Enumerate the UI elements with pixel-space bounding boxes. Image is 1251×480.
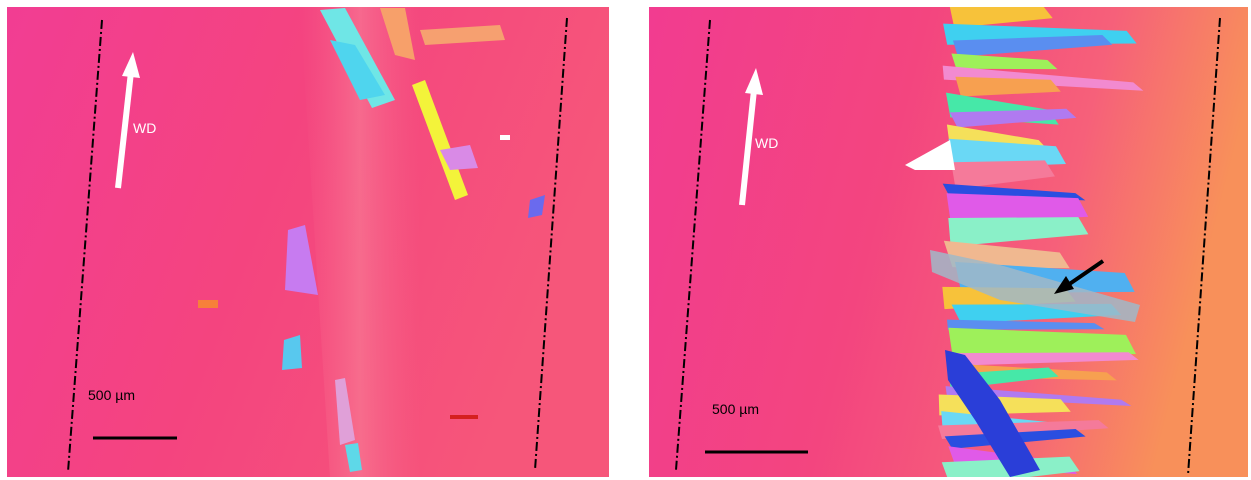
left-panel: WD 500 µm	[7, 7, 609, 477]
right-panel: WD 500 µm	[649, 6, 1248, 480]
scale-label: 500 µm	[88, 387, 135, 403]
page: WD 500 µm WD 500 µm (() => { const data …	[0, 0, 1251, 480]
shape	[198, 300, 218, 308]
shape	[282, 335, 302, 370]
figure: WD 500 µm WD 500 µm	[0, 0, 1251, 480]
direction-label: WD	[755, 135, 778, 151]
scale-label: 500 µm	[712, 401, 759, 417]
direction-label: WD	[133, 120, 156, 136]
shape	[500, 135, 510, 140]
shape	[450, 415, 478, 419]
